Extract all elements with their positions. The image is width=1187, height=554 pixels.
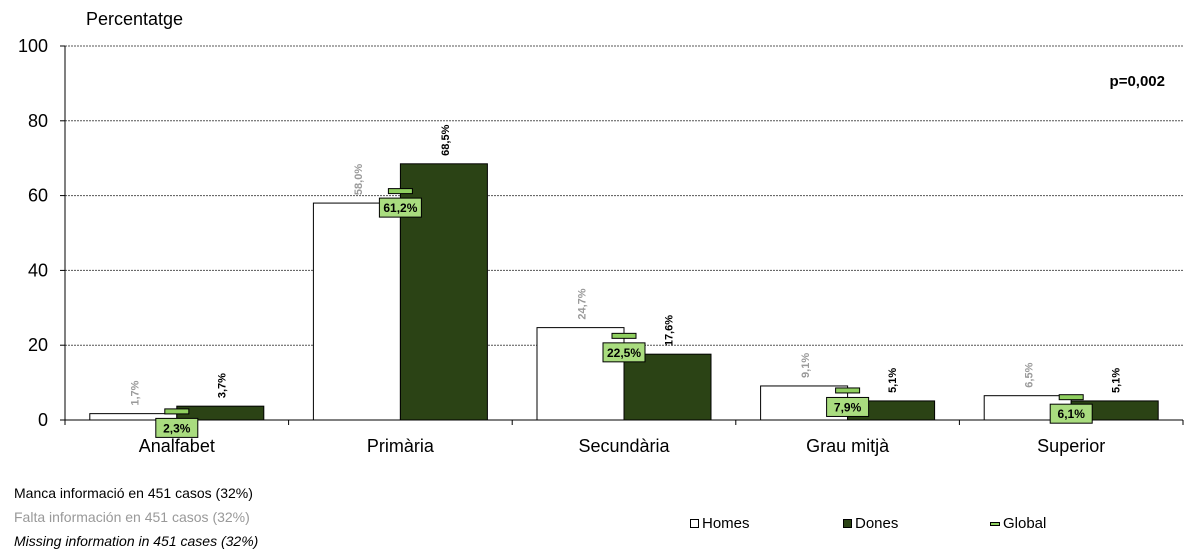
y-tick-label: 0 bbox=[38, 410, 48, 430]
legend-homes: Homes bbox=[690, 515, 750, 532]
legend-dones-swatch bbox=[843, 519, 852, 528]
y-tick-label: 20 bbox=[28, 335, 48, 355]
global-value-label: 61,2% bbox=[383, 201, 417, 215]
legend-dones: Dones bbox=[843, 515, 898, 532]
dones-value-label: 5,1% bbox=[1111, 368, 1123, 393]
y-axis-label: Percentatge bbox=[86, 9, 183, 29]
bar-chart: Percentatge p=0,002 0 20 40 60 80 100 1,7% 3,7… bbox=[18, 9, 1184, 456]
global-value-box bbox=[826, 396, 870, 417]
x-axis-labels: Analfabet Primària Secundària Grau mitjà Sup… bbox=[139, 436, 1105, 456]
gridlines bbox=[65, 45, 1183, 346]
x-category-label: Primària bbox=[367, 436, 435, 456]
global-value-label: 22,5% bbox=[607, 346, 641, 360]
global-marker bbox=[835, 387, 861, 394]
legend-homes-swatch bbox=[690, 519, 699, 528]
global-value-label: 6,1% bbox=[1058, 407, 1086, 421]
global-value-box bbox=[378, 197, 422, 218]
y-tick-label: 40 bbox=[28, 260, 48, 280]
homes-value-label: 24,7% bbox=[577, 288, 589, 319]
global-value-label: 7,9% bbox=[834, 400, 862, 414]
global-marker bbox=[611, 332, 637, 339]
global-marker bbox=[1058, 394, 1084, 401]
global-value-box bbox=[155, 417, 199, 438]
x-category-label: Superior bbox=[1037, 436, 1105, 456]
legend-homes-label: Homes bbox=[702, 515, 750, 532]
legend-global-label: Global bbox=[1003, 515, 1047, 532]
bars bbox=[89, 163, 1159, 421]
bar-homes bbox=[536, 327, 625, 421]
dones-value-label: 68,5% bbox=[440, 124, 452, 155]
x-category-label: Grau mitjà bbox=[806, 436, 890, 456]
dones-value-label: 3,7% bbox=[216, 373, 228, 398]
x-category-label: Analfabet bbox=[139, 436, 215, 456]
global-marker bbox=[164, 408, 190, 415]
p-value-annotation: p=0,002 bbox=[1110, 73, 1165, 90]
global-value-label: 2,3% bbox=[163, 421, 191, 435]
y-tick-label: 100 bbox=[18, 36, 48, 56]
y-tick-label: 80 bbox=[28, 111, 48, 131]
dones-value-label: 17,6% bbox=[664, 315, 676, 346]
y-tick-label: 60 bbox=[28, 186, 48, 206]
legend-dones-label: Dones bbox=[855, 515, 899, 532]
data-labels: 1,7% 3,7% 2,3% 58,0% 68,5% 61,2% 24,7% 17,6% 22,… bbox=[129, 124, 1123, 438]
x-category-label: Secundària bbox=[578, 436, 670, 456]
homes-value-label: 1,7% bbox=[129, 380, 141, 405]
homes-value-label: 58,0% bbox=[353, 164, 365, 195]
bar-dones bbox=[623, 353, 712, 421]
homes-value-label: 9,1% bbox=[800, 353, 812, 378]
legend-global: Global bbox=[990, 515, 1046, 532]
global-value-box bbox=[602, 342, 646, 363]
global-marker bbox=[387, 188, 413, 195]
homes-value-label: 6,5% bbox=[1024, 362, 1036, 387]
missing-info-note-english: Missing information in 451 cases (32%) bbox=[14, 533, 259, 549]
global-value-box bbox=[1049, 403, 1093, 424]
missing-info-note-spanish: Falta información en 451 casos (32%) bbox=[14, 509, 250, 525]
bar-homes bbox=[312, 202, 401, 421]
missing-info-note-catalan: Manca informació en 451 casos (32%) bbox=[14, 485, 253, 501]
dones-value-label: 5,1% bbox=[887, 368, 899, 393]
legend-global-swatch bbox=[990, 521, 1000, 526]
